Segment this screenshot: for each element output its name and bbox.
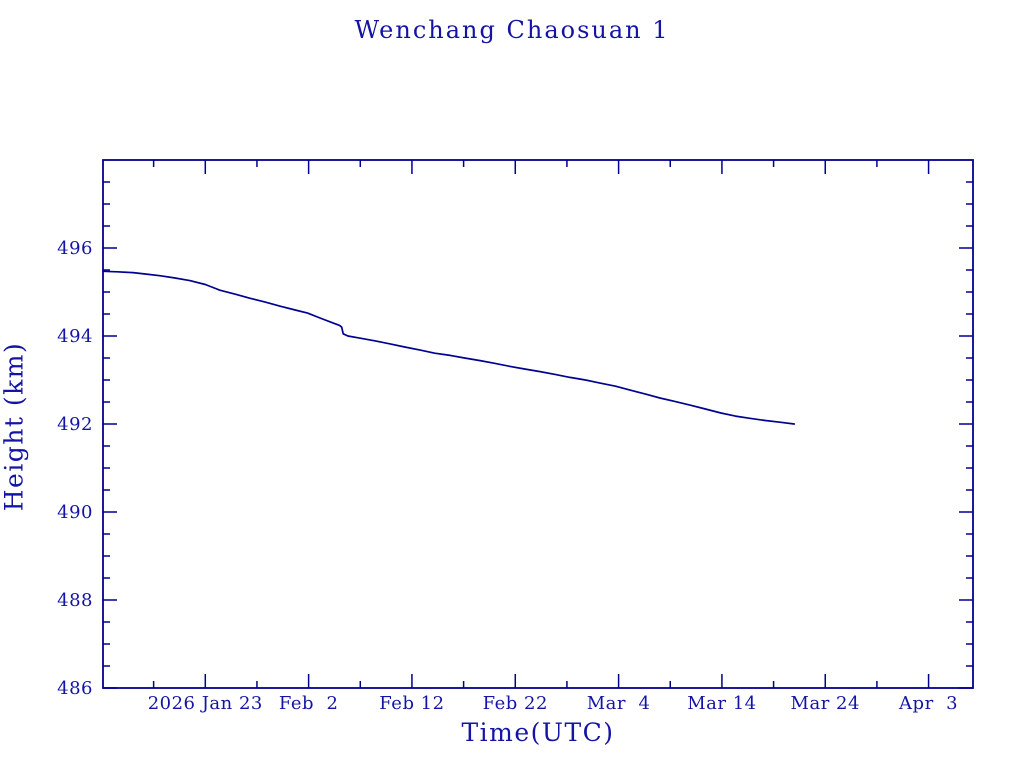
y-tick-label: 490 <box>57 502 93 523</box>
x-tick-label: Mar 24 <box>791 693 860 714</box>
y-tick-label: 496 <box>57 238 93 259</box>
chart-title: Wenchang Chaosuan 1 <box>354 16 670 44</box>
x-tick-label: Feb 22 <box>483 693 548 714</box>
x-axis-label: Time(UTC) <box>461 718 615 747</box>
x-tick-label: Mar 14 <box>687 693 756 714</box>
y-axis-label: Height (km) <box>0 341 29 512</box>
y-tick-label: 488 <box>57 590 93 611</box>
x-tick-label: Feb 12 <box>379 693 444 714</box>
x-tick-label: Mar 4 <box>587 693 651 714</box>
y-tick-label: 492 <box>57 414 93 435</box>
y-tick-label: 494 <box>57 326 93 347</box>
y-tick-label: 486 <box>57 678 93 699</box>
x-tick-label: Feb 2 <box>279 693 339 714</box>
x-tick-label: Apr 3 <box>898 693 958 714</box>
plot-frame <box>102 159 974 689</box>
x-tick-label: 2026 Jan 23 <box>148 693 263 714</box>
height-series-line <box>102 270 796 425</box>
